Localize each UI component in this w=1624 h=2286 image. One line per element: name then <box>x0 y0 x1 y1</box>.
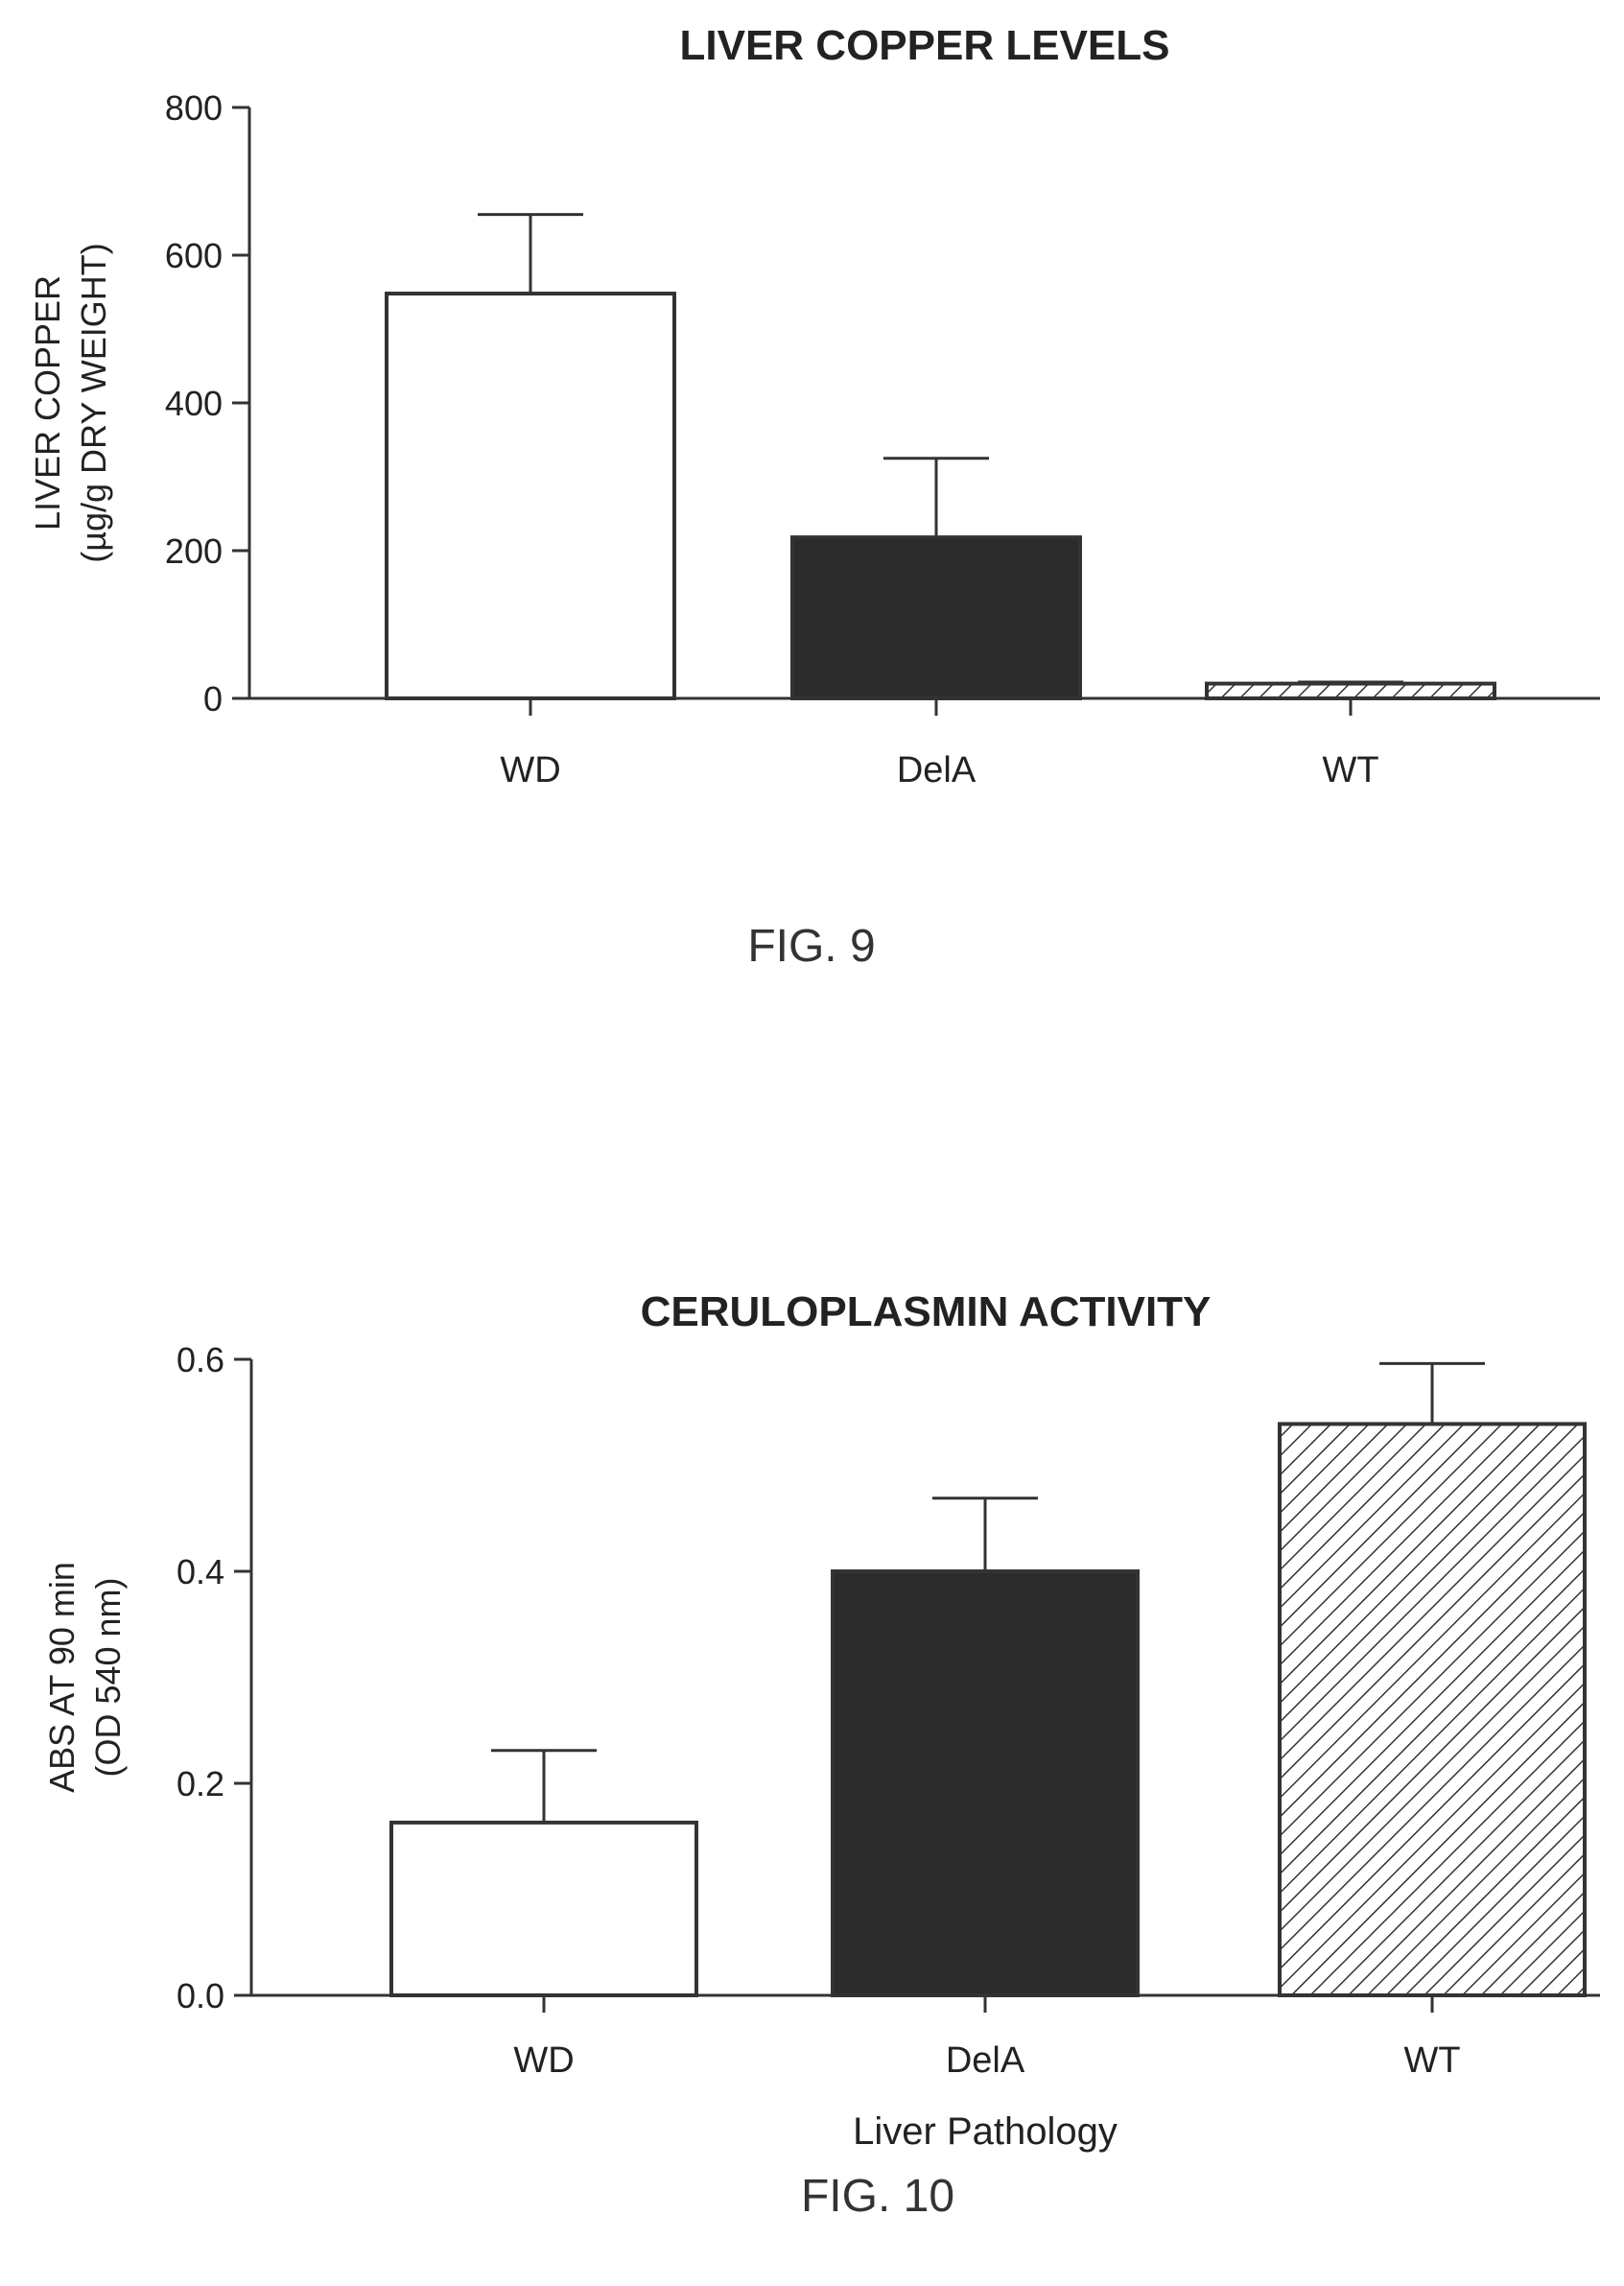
y-axis-label: ABS AT 90 min <box>42 1562 82 1793</box>
y-axis-label: LIVER COPPER <box>28 275 67 530</box>
y-axis-label: (µg/g DRY WEIGHT) <box>74 243 113 562</box>
y-tick-label: 200 <box>165 531 223 571</box>
bar-wd <box>389 1820 698 1998</box>
y-tick-label: 400 <box>165 384 223 423</box>
ceruloplasmin-chart: CERULOPLASMIN ACTIVITY 0.0 0.2 0.4 0.6 ABS AT… <box>42 1288 1600 2153</box>
y-tick-label: 0.6 <box>177 1340 224 1379</box>
fig-9-label: FIG. 9 <box>747 921 875 972</box>
x-tick-label-wt: WT <box>1403 2040 1460 2081</box>
x-tick-label-dela: DelA <box>946 2040 1025 2081</box>
x-tick-label-wd: WD <box>500 750 560 790</box>
x-axis-label: Liver Pathology <box>853 2110 1118 2153</box>
y-axis-label: (OD 540 nm) <box>88 1577 128 1777</box>
y-tick-label: 0.0 <box>177 1976 224 2015</box>
y-tick-label: 800 <box>165 88 223 128</box>
bar-dela <box>790 535 1082 701</box>
bar-wd <box>385 292 676 700</box>
liver-copper-chart: LIVER COPPER LEVELS 0 200 400 600 800 LIVER CO… <box>28 22 1600 790</box>
x-tick-label-wd: WD <box>513 2040 574 2081</box>
y-tick-label: 0 <box>203 679 223 719</box>
y-tick-label: 600 <box>165 236 223 275</box>
fig-10-label: FIG. 10 <box>801 2171 954 2222</box>
x-tick-label-dela: DelA <box>897 750 977 790</box>
y-tick-label: 0.4 <box>177 1552 224 1591</box>
chart-title: LIVER COPPER LEVELS <box>680 22 1170 69</box>
x-tick-label-wt: WT <box>1322 750 1378 790</box>
bar-dela <box>831 1569 1140 1997</box>
bar-wt <box>1205 681 1496 700</box>
y-tick-label: 0.2 <box>177 1764 224 1803</box>
chart-title: CERULOPLASMIN ACTIVITY <box>641 1288 1212 1335</box>
bar-wt <box>1278 1422 1587 1997</box>
